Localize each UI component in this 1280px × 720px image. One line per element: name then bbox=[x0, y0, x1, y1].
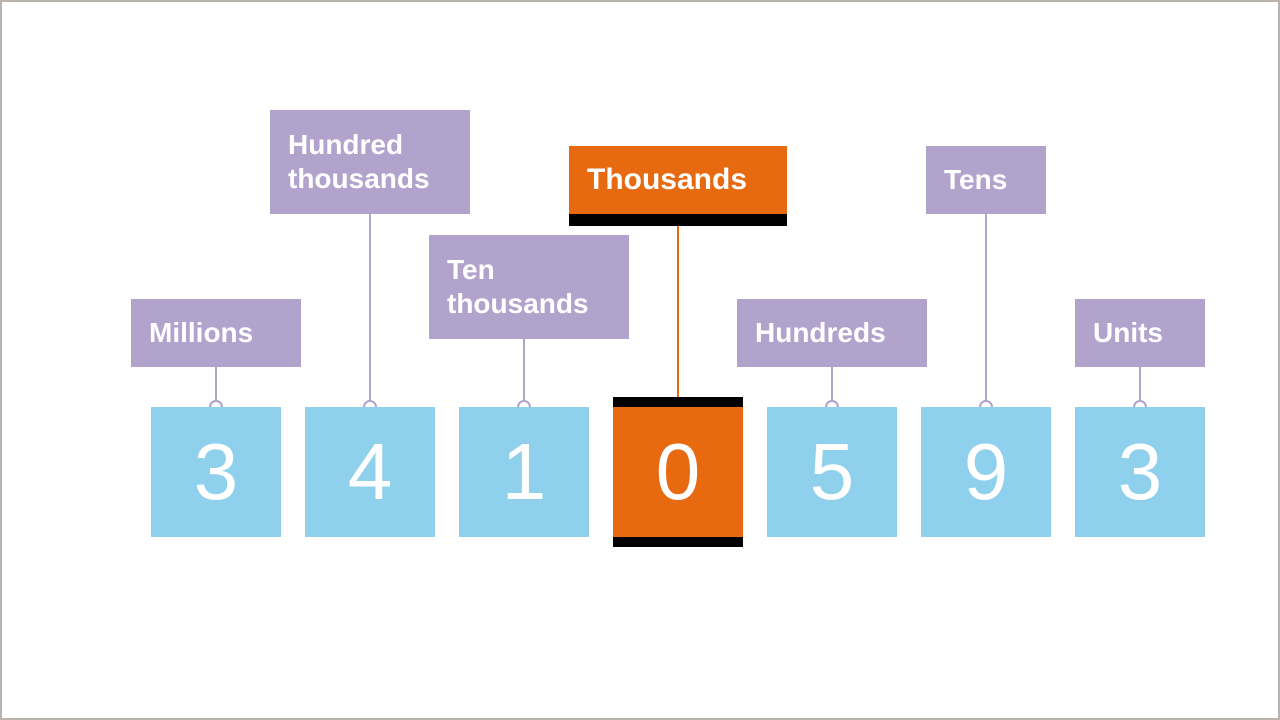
place-label-3: Thousands bbox=[569, 146, 787, 226]
connector-1 bbox=[369, 214, 371, 407]
place-label-6: Units bbox=[1075, 299, 1205, 367]
digit-box-1: 4 bbox=[305, 407, 435, 537]
place-value-diagram: Millions 3 Hundred thousands 4 Ten thousands… bbox=[2, 2, 1278, 718]
place-label-4: Hundreds bbox=[737, 299, 927, 367]
digit-box-5: 9 bbox=[921, 407, 1051, 537]
place-label-1: Hundred thousands bbox=[270, 110, 470, 214]
place-label-0: Millions bbox=[131, 299, 301, 367]
digit-box-3: 0 bbox=[613, 397, 743, 547]
place-label-5: Tens bbox=[926, 146, 1046, 214]
digit-box-4: 5 bbox=[767, 407, 897, 537]
digit-box-0: 3 bbox=[151, 407, 281, 537]
digit-box-6: 3 bbox=[1075, 407, 1205, 537]
place-label-2: Ten thousands bbox=[429, 235, 629, 339]
connector-3 bbox=[677, 226, 679, 407]
connector-5 bbox=[985, 214, 987, 407]
digit-box-2: 1 bbox=[459, 407, 589, 537]
connector-2 bbox=[523, 339, 525, 407]
